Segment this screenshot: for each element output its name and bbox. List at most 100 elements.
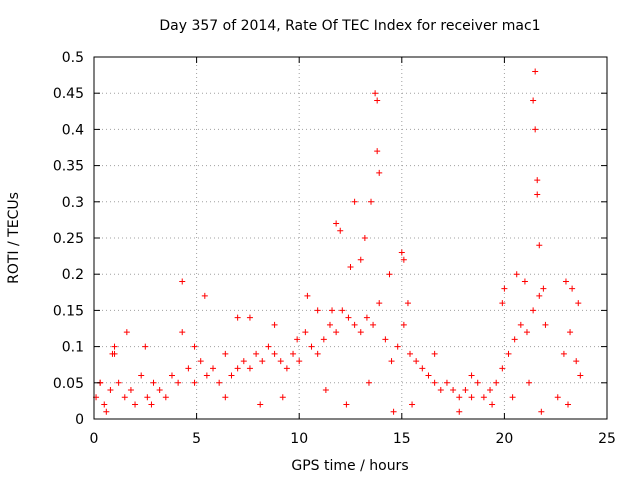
data-point bbox=[509, 394, 516, 401]
data-point bbox=[259, 358, 266, 365]
data-point bbox=[382, 336, 389, 343]
grid-lines bbox=[94, 57, 607, 419]
data-point bbox=[361, 235, 368, 241]
data-point bbox=[322, 387, 329, 394]
data-point bbox=[347, 263, 354, 270]
data-point bbox=[265, 343, 272, 350]
data-point bbox=[314, 307, 321, 314]
data-point bbox=[370, 321, 377, 328]
data-point bbox=[398, 249, 405, 256]
data-point bbox=[210, 365, 217, 372]
data-point bbox=[351, 321, 358, 328]
x-tick-label: 20 bbox=[495, 431, 513, 447]
data-point bbox=[390, 408, 397, 415]
data-point bbox=[150, 379, 157, 386]
data-point bbox=[271, 321, 278, 328]
data-point bbox=[234, 314, 241, 321]
data-point bbox=[222, 394, 229, 401]
data-point bbox=[111, 343, 118, 350]
data-point bbox=[156, 387, 163, 394]
data-point bbox=[407, 350, 414, 357]
data-point bbox=[246, 314, 253, 321]
data-point bbox=[480, 394, 487, 401]
data-point bbox=[511, 336, 518, 343]
data-point bbox=[326, 321, 333, 328]
data-point bbox=[357, 256, 364, 263]
data-point bbox=[532, 126, 539, 133]
data-point bbox=[339, 307, 346, 314]
data-point bbox=[425, 372, 432, 379]
data-point bbox=[400, 321, 407, 328]
data-point bbox=[536, 292, 543, 299]
x-tick-label: 5 bbox=[192, 431, 201, 447]
data-point bbox=[462, 387, 469, 394]
data-point bbox=[201, 292, 208, 299]
data-point bbox=[505, 350, 512, 357]
data-point bbox=[468, 394, 475, 401]
data-point bbox=[343, 401, 350, 408]
data-point bbox=[530, 97, 537, 104]
data-point bbox=[400, 256, 407, 263]
y-axis-label: ROTI / TECUs bbox=[6, 192, 22, 284]
data-point bbox=[351, 198, 358, 205]
data-point bbox=[337, 227, 344, 234]
data-point bbox=[240, 358, 247, 365]
data-point bbox=[376, 169, 383, 176]
data-point bbox=[314, 350, 321, 357]
x-axis-label: GPS time / hours bbox=[291, 458, 408, 474]
data-point bbox=[363, 314, 370, 321]
data-point bbox=[277, 358, 284, 365]
data-point bbox=[530, 307, 537, 314]
data-point bbox=[540, 285, 547, 292]
data-point bbox=[577, 372, 584, 379]
data-point bbox=[374, 148, 381, 155]
data-point bbox=[419, 365, 426, 372]
data-point bbox=[333, 329, 340, 336]
data-point bbox=[101, 401, 108, 408]
data-point bbox=[246, 365, 253, 372]
data-point bbox=[374, 97, 381, 104]
data-point bbox=[191, 343, 198, 350]
y-tick-label: 0.15 bbox=[53, 303, 84, 319]
data-point bbox=[489, 401, 496, 408]
y-tick-label: 0.2 bbox=[62, 267, 84, 283]
data-point bbox=[121, 394, 128, 401]
data-point bbox=[357, 329, 364, 336]
data-point bbox=[517, 321, 524, 328]
data-point bbox=[431, 350, 438, 357]
data-point bbox=[450, 387, 457, 394]
y-tick-label: 0.3 bbox=[62, 195, 84, 211]
data-point bbox=[283, 365, 290, 372]
data-point bbox=[493, 379, 500, 386]
y-tick-label: 0.5 bbox=[62, 50, 84, 66]
data-point bbox=[345, 314, 352, 321]
data-point bbox=[216, 379, 223, 386]
data-point bbox=[296, 358, 303, 365]
data-point bbox=[499, 300, 506, 307]
data-point bbox=[409, 401, 416, 408]
x-tick-label: 10 bbox=[290, 431, 308, 447]
data-point bbox=[148, 401, 155, 408]
x-tick-label: 15 bbox=[393, 431, 411, 447]
data-point bbox=[575, 300, 582, 307]
data-point bbox=[437, 387, 444, 394]
data-point bbox=[569, 285, 576, 292]
plot-frame bbox=[93, 56, 608, 420]
data-point bbox=[499, 365, 506, 372]
data-point bbox=[123, 329, 130, 336]
data-point bbox=[365, 379, 372, 386]
data-point bbox=[191, 379, 198, 386]
data-point bbox=[542, 321, 549, 328]
y-tick-label: 0.25 bbox=[53, 231, 84, 247]
data-point bbox=[404, 300, 411, 307]
data-point bbox=[127, 387, 134, 394]
y-tick-label: 0 bbox=[75, 412, 84, 428]
data-point bbox=[456, 394, 463, 401]
data-point bbox=[257, 401, 264, 408]
data-point bbox=[501, 285, 508, 292]
data-point bbox=[431, 379, 438, 386]
data-point bbox=[228, 372, 235, 379]
data-point bbox=[168, 372, 175, 379]
data-point bbox=[565, 401, 572, 408]
